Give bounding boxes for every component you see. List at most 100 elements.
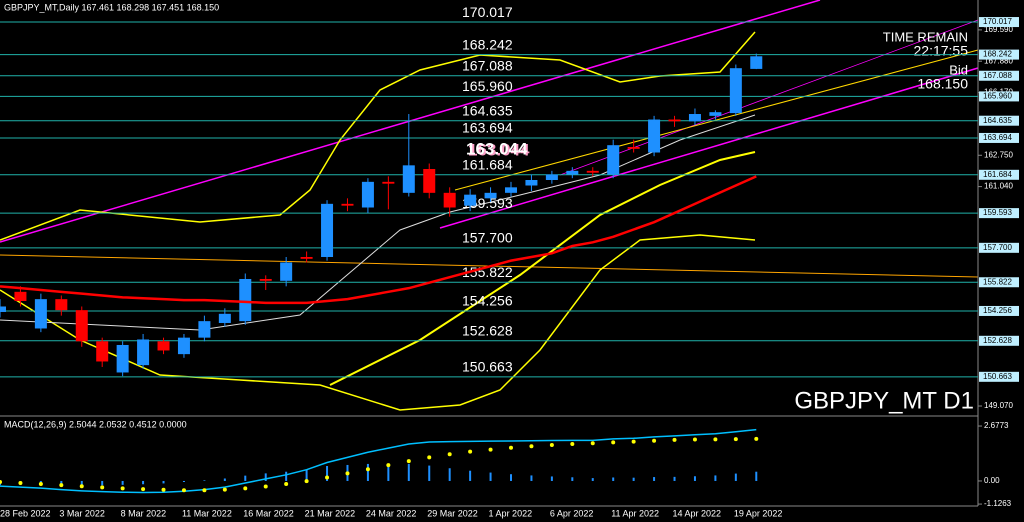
level-label: 163.694 bbox=[462, 120, 513, 136]
x-tick-label: 28 Feb 2022 bbox=[0, 508, 51, 518]
level-label: 150.663 bbox=[462, 359, 513, 375]
signal-dot bbox=[570, 442, 575, 447]
level-label: 167.088 bbox=[462, 57, 513, 73]
candle-body bbox=[300, 256, 313, 259]
signal-dot bbox=[284, 482, 289, 487]
bid-label: Bid bbox=[949, 62, 968, 77]
level-label: 157.700 bbox=[462, 230, 513, 246]
signal-dot bbox=[243, 486, 248, 491]
moving-average bbox=[329, 151, 756, 386]
band-lower bbox=[0, 234, 756, 411]
level-tag bbox=[979, 208, 1019, 219]
signal-dot bbox=[631, 439, 636, 444]
signal-dot bbox=[713, 437, 718, 442]
level-label: 155.822 bbox=[462, 264, 513, 280]
y-tick-label: -1.1263 bbox=[984, 499, 1012, 508]
level-tag bbox=[979, 169, 1019, 180]
signal-dot bbox=[386, 463, 391, 468]
signal-dot bbox=[263, 484, 268, 489]
candle-body bbox=[157, 341, 170, 351]
level-tag-label: 168.242 bbox=[983, 50, 1012, 59]
candle-body bbox=[402, 165, 415, 193]
candle-body bbox=[709, 112, 722, 116]
signal-dot bbox=[120, 486, 125, 491]
x-tick-label: 8 Mar 2022 bbox=[121, 508, 167, 518]
level-label: 170.017 bbox=[462, 4, 513, 20]
x-tick-label: 24 Mar 2022 bbox=[366, 508, 417, 518]
candle-body bbox=[566, 170, 579, 175]
signal-dot bbox=[509, 445, 513, 450]
signal-dot bbox=[754, 436, 759, 441]
level-tag bbox=[979, 49, 1019, 60]
level-tag-label: 159.593 bbox=[983, 208, 1012, 217]
signal-dot bbox=[733, 437, 738, 442]
signal-dot bbox=[161, 487, 166, 492]
x-tick-label: 3 Mar 2022 bbox=[59, 508, 105, 518]
signal-dot bbox=[611, 440, 616, 445]
annotation: 163.044 bbox=[466, 139, 528, 158]
level-tag-label: 150.663 bbox=[983, 372, 1012, 381]
signal-dot bbox=[590, 441, 595, 446]
signal-dot bbox=[141, 487, 146, 492]
y-tick-label: 169.590 bbox=[984, 25, 1013, 34]
candle-body bbox=[55, 299, 68, 311]
candle-body bbox=[423, 169, 436, 193]
trend-line bbox=[559, 19, 979, 176]
level-tag bbox=[979, 115, 1019, 126]
candle-body bbox=[280, 262, 293, 281]
level-tag bbox=[979, 305, 1019, 316]
candle-body bbox=[96, 341, 109, 362]
y-tick-label: 0.00 bbox=[984, 476, 1000, 485]
level-label: 168.242 bbox=[462, 36, 513, 52]
signal-dot bbox=[79, 484, 84, 489]
level-label: 165.960 bbox=[462, 78, 513, 94]
candle-body bbox=[607, 145, 620, 175]
candle-body bbox=[361, 181, 374, 208]
signal-dot bbox=[202, 488, 207, 493]
candle-body bbox=[668, 119, 681, 122]
y-tick-label: 161.040 bbox=[984, 182, 1013, 191]
level-label: 152.628 bbox=[462, 323, 513, 339]
x-tick-label: 14 Apr 2022 bbox=[673, 508, 722, 518]
candle-body bbox=[341, 203, 354, 206]
x-tick-label: 6 Apr 2022 bbox=[550, 508, 594, 518]
level-tag-label: 155.822 bbox=[983, 277, 1012, 286]
x-tick-label: 19 Apr 2022 bbox=[734, 508, 783, 518]
trend-line bbox=[439, 67, 979, 229]
candle-body bbox=[729, 68, 742, 114]
candle-body bbox=[259, 278, 272, 281]
level-tag-label: 161.684 bbox=[983, 170, 1012, 179]
candle-body bbox=[750, 56, 763, 69]
signal-dot bbox=[488, 447, 493, 452]
candle-body bbox=[75, 310, 88, 342]
signal-dot bbox=[181, 488, 186, 493]
signal-dot bbox=[406, 459, 411, 464]
signal-dot bbox=[447, 452, 452, 457]
level-tag bbox=[979, 70, 1019, 81]
x-tick-label: 21 Mar 2022 bbox=[305, 508, 356, 518]
level-tag-label: 157.700 bbox=[983, 243, 1012, 252]
level-label: 161.684 bbox=[462, 157, 513, 173]
candle-body bbox=[137, 339, 150, 366]
signal-dot bbox=[325, 475, 330, 480]
level-label: 154.256 bbox=[462, 293, 513, 309]
signal-dot bbox=[222, 487, 227, 492]
candle-body bbox=[218, 313, 231, 323]
signal-dot bbox=[692, 437, 697, 442]
candle-body bbox=[116, 344, 129, 373]
x-tick-label: 11 Mar 2022 bbox=[182, 508, 232, 518]
level-tag bbox=[979, 17, 1019, 28]
y-tick-label: 167.880 bbox=[984, 56, 1013, 65]
level-tag-label: 154.256 bbox=[983, 306, 1012, 315]
candle-body bbox=[321, 203, 334, 257]
band-upper bbox=[0, 31, 756, 241]
x-tick-label: 1 Apr 2022 bbox=[489, 508, 533, 518]
y-tick-label: 2.6773 bbox=[984, 421, 1009, 430]
signal-dot bbox=[468, 449, 473, 454]
signal-dot bbox=[0, 479, 2, 484]
level-tag-label: 152.628 bbox=[983, 336, 1012, 345]
signal-dot bbox=[304, 479, 309, 484]
candle-body bbox=[34, 299, 47, 329]
candle-body bbox=[484, 192, 497, 199]
signal-dot bbox=[529, 444, 534, 449]
